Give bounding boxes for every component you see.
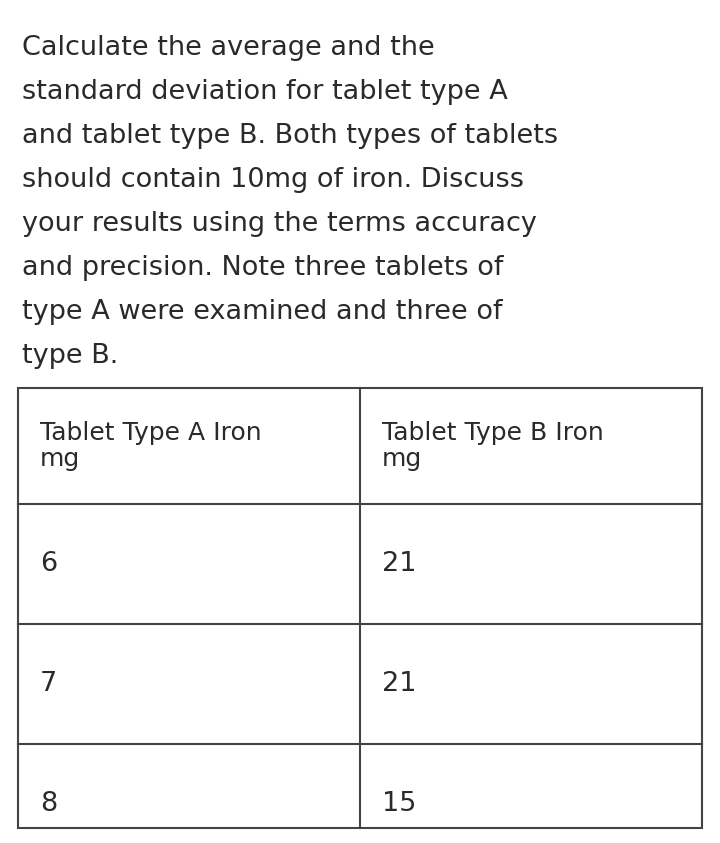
Text: mg: mg — [40, 447, 80, 471]
Text: standard deviation for tablet type A: standard deviation for tablet type A — [22, 79, 508, 105]
Text: your results using the terms accuracy: your results using the terms accuracy — [22, 211, 537, 237]
Text: Tablet Type B Iron: Tablet Type B Iron — [382, 421, 604, 445]
Text: 7: 7 — [40, 671, 58, 697]
Text: 6: 6 — [40, 551, 58, 577]
Text: 15: 15 — [382, 791, 416, 817]
Text: type B.: type B. — [22, 343, 118, 369]
Text: and precision. Note three tablets of: and precision. Note three tablets of — [22, 255, 503, 281]
Text: Calculate the average and the: Calculate the average and the — [22, 35, 435, 61]
Text: and tablet type B. Both types of tablets: and tablet type B. Both types of tablets — [22, 123, 558, 149]
Text: type A were examined and three of: type A were examined and three of — [22, 299, 503, 325]
Text: Tablet Type A Iron: Tablet Type A Iron — [40, 421, 261, 445]
Text: 21: 21 — [382, 671, 416, 697]
Text: 8: 8 — [40, 791, 58, 817]
Text: mg: mg — [382, 447, 422, 471]
Text: 21: 21 — [382, 551, 416, 577]
Text: should contain 10mg of iron. Discuss: should contain 10mg of iron. Discuss — [22, 167, 524, 193]
Bar — [18, 388, 702, 828]
